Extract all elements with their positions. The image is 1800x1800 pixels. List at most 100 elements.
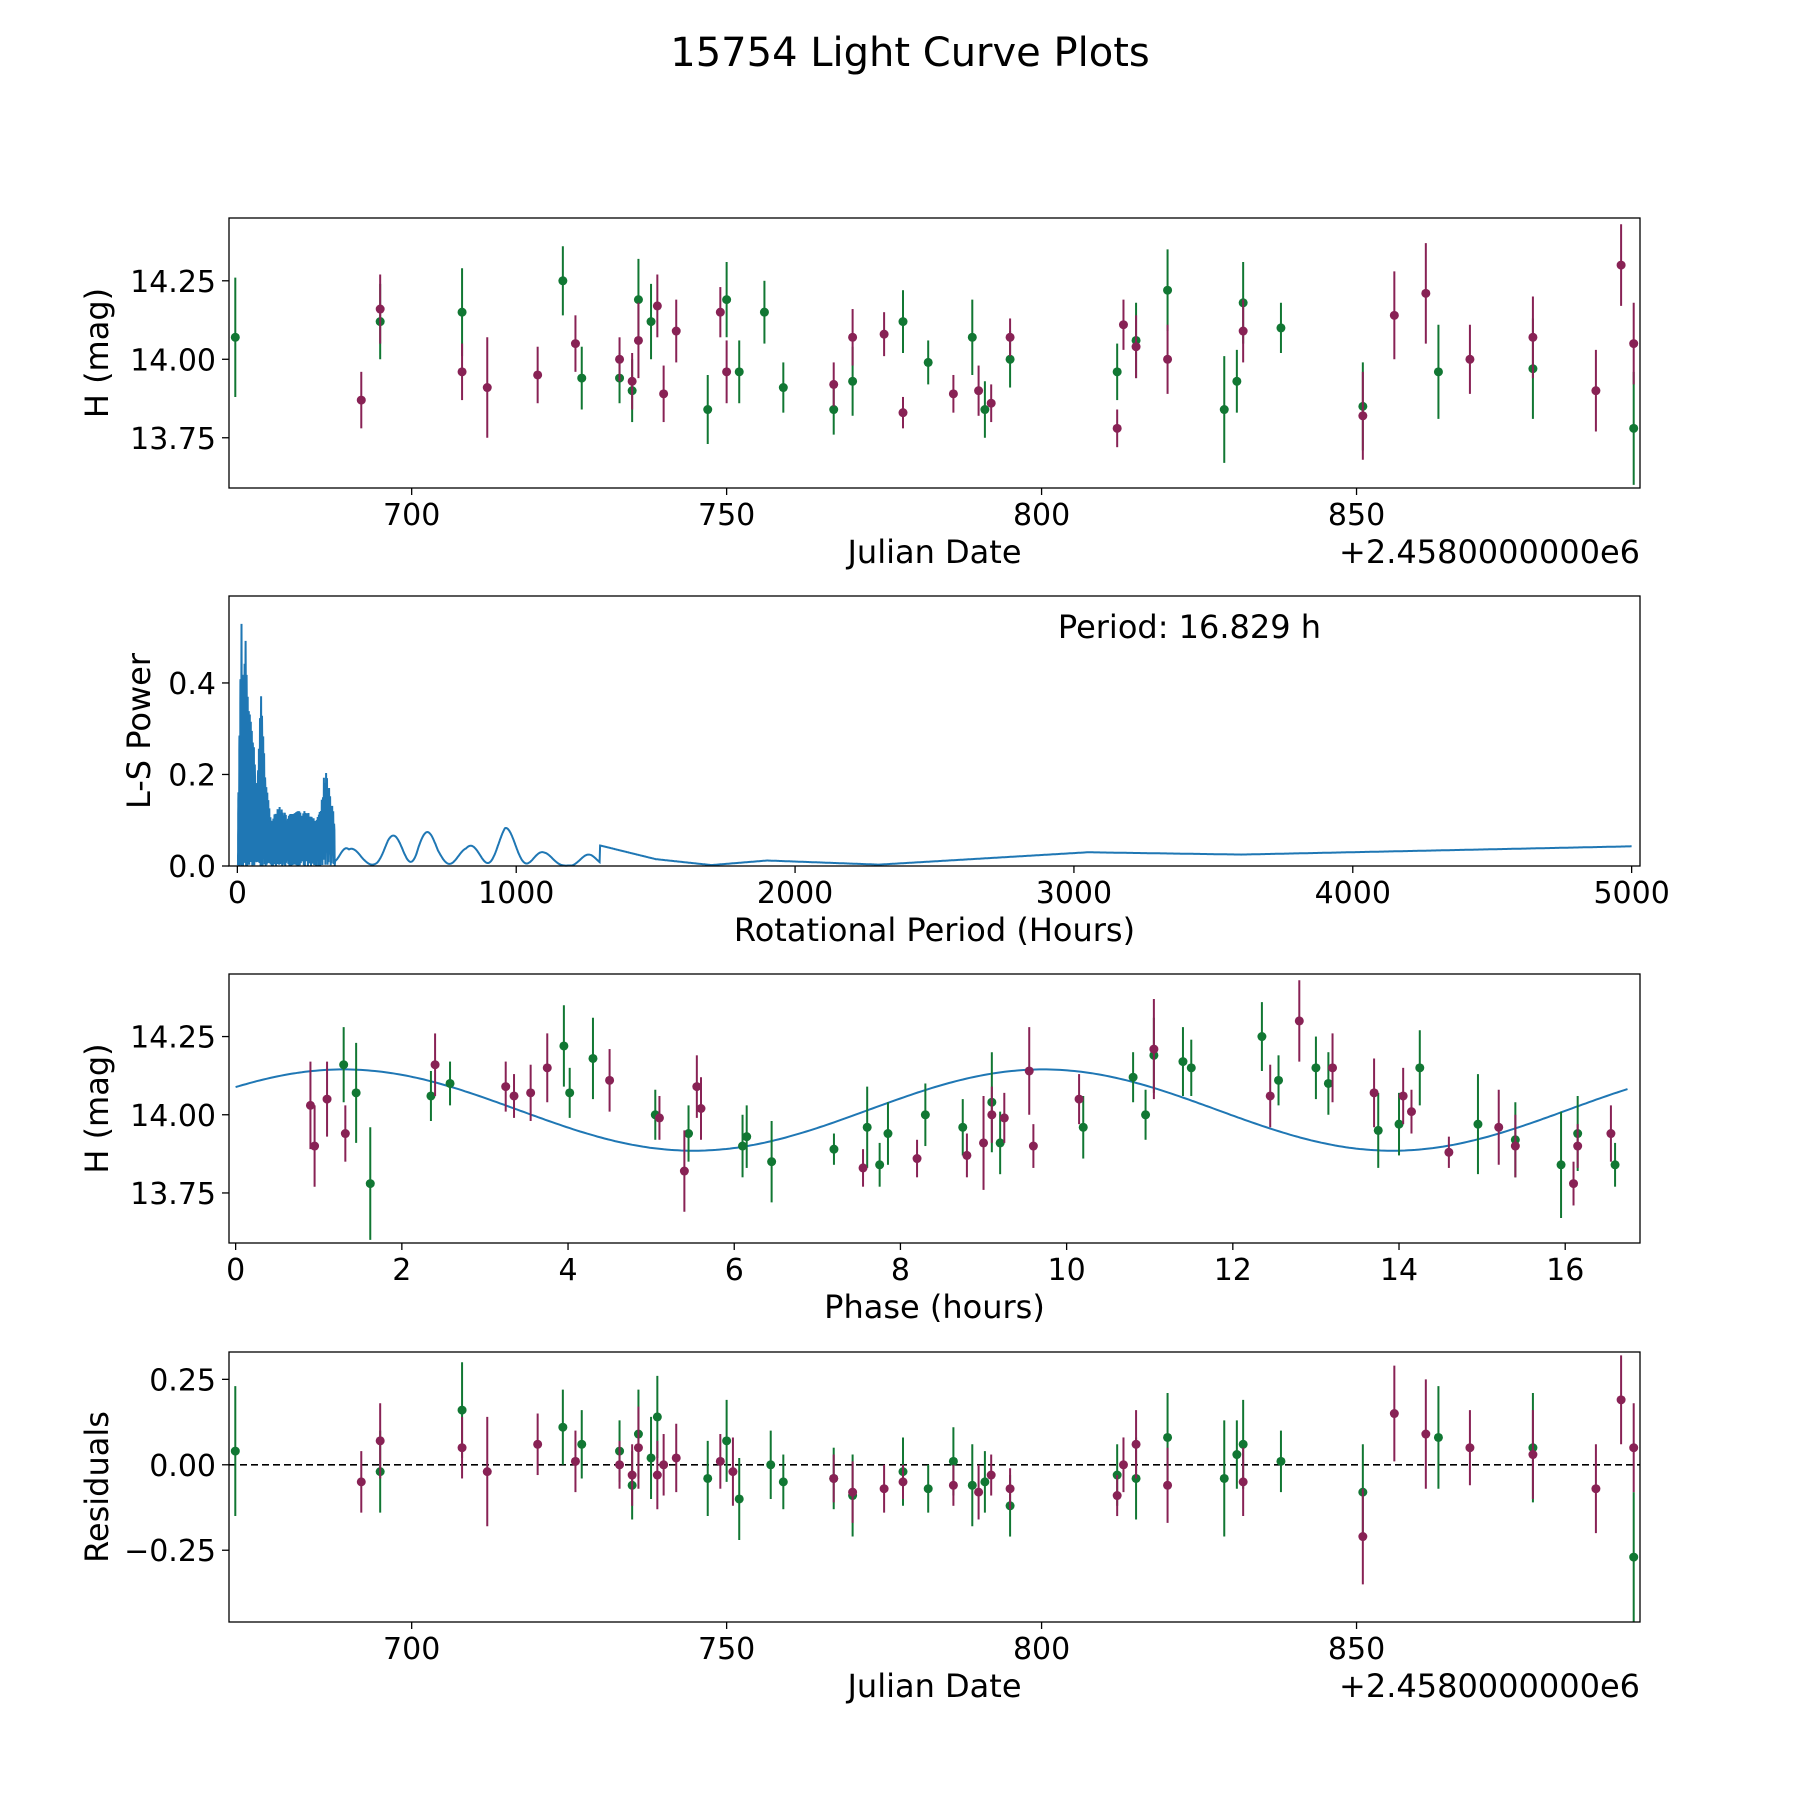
light-curve-point-green [558, 276, 568, 286]
light-curve-point-green [923, 357, 933, 367]
phased-curve-point-purple [1398, 1091, 1408, 1101]
residuals-point-purple [1163, 1480, 1173, 1490]
light-curve-point-green [230, 332, 240, 342]
light-curve-point-purple [652, 301, 662, 311]
phased-curve-point-purple [305, 1100, 315, 1110]
periodogram-ytick-label: 0.4 [168, 667, 216, 702]
residuals-markers [229, 1355, 1640, 1622]
light-curve-point-green [967, 332, 977, 342]
light-curve-point-purple [533, 370, 543, 380]
residuals-xtick-label: 700 [383, 1632, 440, 1667]
light-curve-xtick-label: 750 [698, 498, 755, 533]
phased-curve-point-green [588, 1053, 598, 1063]
residuals-point-green [1276, 1456, 1286, 1466]
phased-curve-point-purple [654, 1113, 664, 1123]
residuals-point-purple [627, 1470, 637, 1480]
light-curve-point-purple [986, 398, 996, 408]
phased-curve-point-green [1610, 1160, 1620, 1170]
phased-curve-fit-curve [235, 1068, 1628, 1152]
phased-curve-point-green [684, 1129, 694, 1139]
phased-curve-point-green [559, 1041, 569, 1051]
light-curve-point-purple [1112, 423, 1122, 433]
light-curve-ytick-label: 13.75 [130, 422, 216, 457]
light-curve-point-purple [1238, 326, 1248, 336]
phased-curve-point-green [1556, 1160, 1566, 1170]
phased-curve-ticks: 0 2 4 6 8 10 12 14 16 13.75 14.00 14.25 [130, 1021, 1584, 1288]
residuals-point-green [1163, 1432, 1173, 1442]
phased-curve-point-purple [1573, 1141, 1583, 1151]
periodogram-ytick-label: 0.0 [168, 850, 216, 885]
phased-curve-plot-area [235, 980, 1628, 1240]
phased-curve-point-purple [1328, 1063, 1338, 1073]
phased-curve-point-purple [542, 1063, 552, 1073]
residuals-point-purple [482, 1467, 492, 1477]
phased-curve-point-purple [1024, 1066, 1034, 1076]
phased-curve-point-purple [509, 1091, 519, 1101]
light-curve-point-green [577, 373, 587, 383]
phased-curve-xlabel: Phase (hours) [824, 1288, 1045, 1326]
light-curve-point-green [1005, 354, 1015, 364]
light-curve-point-purple [615, 354, 625, 364]
light-curve-point-green [980, 405, 990, 415]
phased-curve-point-purple [1265, 1091, 1275, 1101]
phased-curve-point-green [1473, 1119, 1483, 1129]
light-curve-point-purple [1616, 260, 1626, 270]
light-curve-point-purple [659, 389, 669, 399]
periodogram-ytick-label: 0.2 [168, 758, 216, 793]
light-curve-point-green [734, 367, 744, 377]
phased-curve-ytick-label: 14.25 [130, 1021, 216, 1056]
light-curve-point-purple [356, 395, 366, 405]
residuals-point-purple [1528, 1450, 1538, 1460]
residuals-point-purple [1005, 1484, 1015, 1494]
light-curve-point-purple [722, 367, 732, 377]
residuals-point-green [923, 1484, 933, 1494]
period-annotation: Period: 16.829 h [1058, 608, 1321, 646]
light-curve-point-purple [375, 304, 385, 314]
light-curve-point-purple [1465, 354, 1475, 364]
light-curve-ylabel: H (mag) [78, 288, 116, 418]
phased-curve-point-green [351, 1088, 361, 1098]
phased-curve-xtick-label: 2 [392, 1253, 411, 1288]
residuals-point-green [1238, 1439, 1248, 1449]
light-curve-point-green [646, 317, 656, 327]
light-curve-point-purple [948, 389, 958, 399]
residuals-point-green [778, 1477, 788, 1487]
light-curve-point-purple [1163, 354, 1173, 364]
residuals-point-purple [829, 1473, 839, 1483]
residuals-point-purple [533, 1439, 543, 1449]
residuals-point-purple [1591, 1484, 1601, 1494]
periodogram-xtick-label: 3000 [1036, 876, 1112, 911]
light-curve-point-green [722, 295, 732, 305]
residuals-plot-area [229, 1355, 1640, 1622]
phased-curve-ytick-label: 14.00 [130, 1099, 216, 1134]
residuals-point-purple [1131, 1439, 1141, 1449]
phased-curve-point-green [1186, 1063, 1196, 1073]
light-curve-point-green [633, 295, 643, 305]
phased-curve-point-purple [322, 1094, 332, 1104]
residuals-point-green [646, 1453, 656, 1463]
residuals-point-green [948, 1456, 958, 1466]
residuals-point-green [457, 1405, 467, 1415]
residuals-point-green [577, 1439, 587, 1449]
phased-curve-point-green [445, 1078, 455, 1088]
residuals-point-green [1219, 1473, 1229, 1483]
phased-curve-point-green [1323, 1078, 1333, 1088]
light-curve-point-green [1112, 367, 1122, 377]
light-curve-point-purple [627, 376, 637, 386]
phased-curve-point-green [883, 1129, 893, 1139]
residuals-point-purple [898, 1477, 908, 1487]
residuals-point-green [558, 1422, 568, 1432]
phased-curve-point-green [875, 1160, 885, 1170]
light-curve-point-purple [829, 379, 839, 389]
residuals-point-green [766, 1460, 776, 1470]
residuals-point-purple [1421, 1429, 1431, 1439]
periodogram-ticks: 0 1000 2000 3000 4000 5000 0.0 0.2 0.4 [168, 667, 1670, 911]
residuals-point-purple [848, 1487, 858, 1497]
residuals-point-purple [986, 1470, 996, 1480]
residuals-point-purple [1465, 1443, 1475, 1453]
phased-curve-point-purple [605, 1075, 615, 1085]
residuals-ticks: 700 750 800 850 −0.25 0.00 0.25 [124, 1363, 1385, 1667]
phased-curve-point-green [426, 1091, 436, 1101]
